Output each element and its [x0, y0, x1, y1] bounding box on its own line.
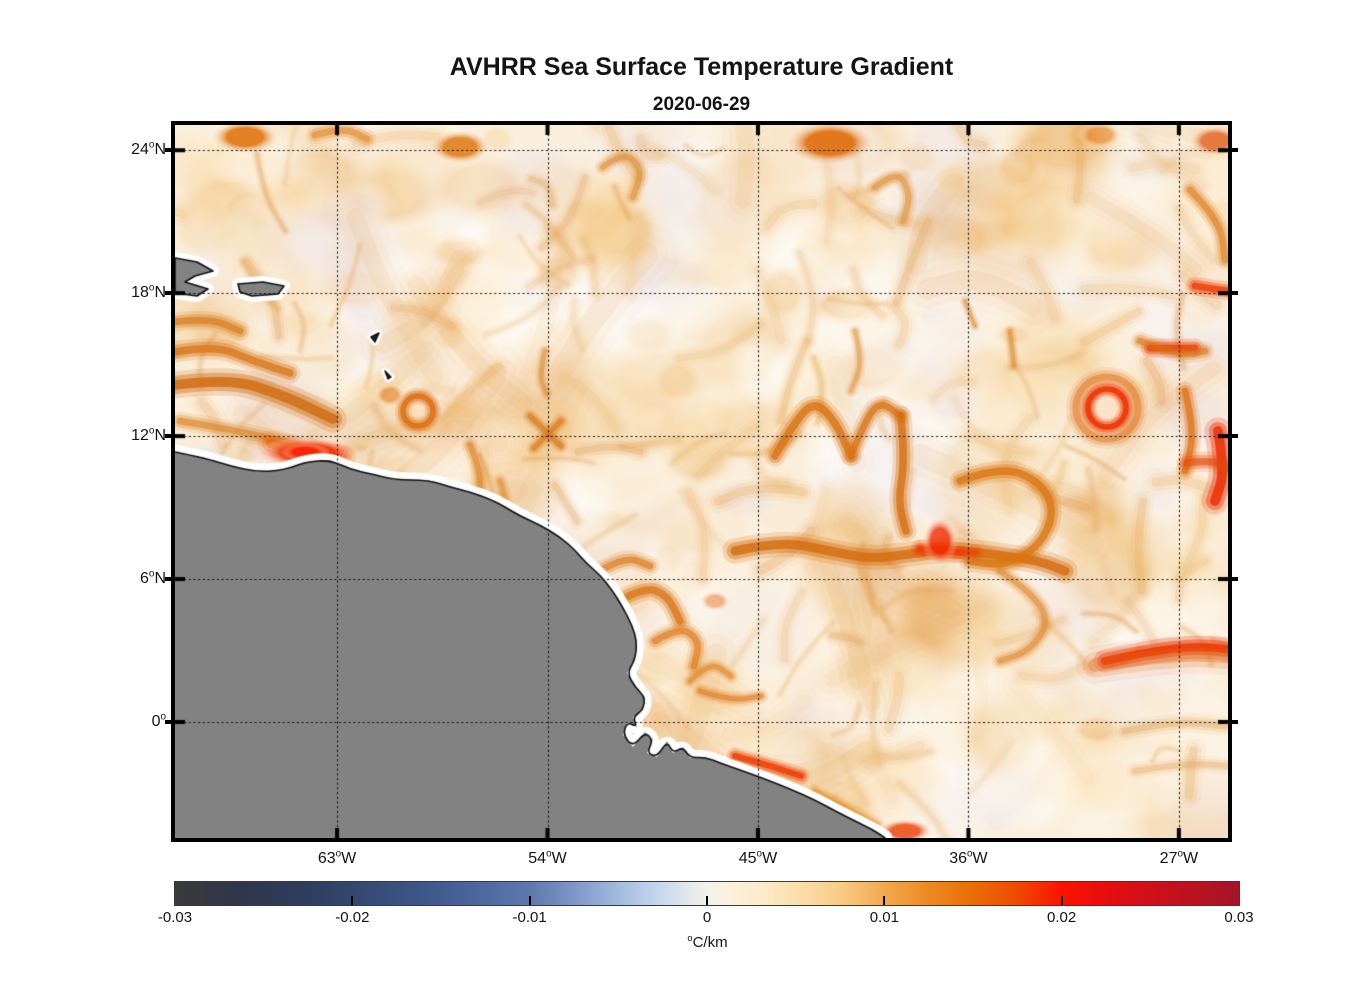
degree-symbol: o — [148, 568, 155, 580]
degree-symbol: o — [967, 848, 973, 860]
degree-symbol: o — [546, 848, 552, 860]
colorbar-tick-label: -0.03 — [157, 909, 193, 926]
degree-symbol: o — [148, 425, 155, 437]
x-tick-label: 63oW — [317, 848, 357, 867]
y-tick-label: 24oN — [131, 139, 166, 159]
colorbar-tick — [1060, 896, 1063, 905]
colorbar-tick — [706, 896, 708, 905]
map-axes-frame — [171, 121, 1232, 842]
colorbar-tick-label: -0.02 — [335, 909, 370, 926]
colorbar-tick-label: 0 — [702, 909, 712, 926]
degree-symbol: o — [160, 711, 166, 723]
axis-tick — [1228, 148, 1238, 153]
degree-symbol: o — [148, 139, 155, 151]
degree-symbol: o — [1177, 848, 1183, 860]
axis-tick — [165, 434, 175, 439]
degree-symbol: o — [687, 933, 693, 943]
axis-tick — [165, 719, 175, 724]
colorbar-tick — [528, 896, 531, 905]
axis-tick — [1228, 291, 1238, 296]
sst-gradient-map-canvas — [175, 125, 1228, 838]
x-tick-label: 54oW — [528, 848, 567, 867]
colorbar-tick — [883, 896, 886, 905]
degree-symbol: o — [148, 282, 155, 294]
y-tick-label: 0o — [151, 711, 166, 730]
degree-symbol: o — [756, 848, 763, 860]
x-tick-label: 36oW — [949, 848, 988, 867]
chart-date-subtitle: 2020-06-29 — [652, 94, 751, 115]
axis-tick — [1228, 434, 1238, 439]
y-tick-label: 12oN — [131, 425, 166, 445]
axis-tick — [1228, 577, 1238, 582]
colorbar — [174, 881, 1240, 906]
colorbar-tick-label: -0.01 — [512, 909, 547, 926]
colorbar-tick-label: 0.03 — [1224, 909, 1254, 926]
colorbar-unit-text: C/km — [692, 934, 728, 951]
chart-title: AVHRR Sea Surface Temperature Gradient — [449, 53, 954, 81]
axis-tick — [165, 291, 175, 296]
axis-tick — [165, 148, 175, 153]
x-tick-label: 27oW — [1159, 848, 1199, 867]
degree-symbol: o — [335, 848, 342, 860]
axis-tick — [165, 577, 175, 582]
colorbar-tick-label: 0.02 — [1047, 909, 1077, 926]
y-tick-label: 6oN — [140, 568, 166, 588]
colorbar-tick — [351, 896, 354, 905]
axis-tick — [1228, 719, 1238, 724]
colorbar-tick-label: 0.01 — [869, 909, 899, 926]
colorbar-unit-label: oC/km — [175, 933, 1240, 951]
x-tick-label: 45oW — [738, 848, 778, 867]
y-tick-label: 18oN — [131, 282, 166, 302]
